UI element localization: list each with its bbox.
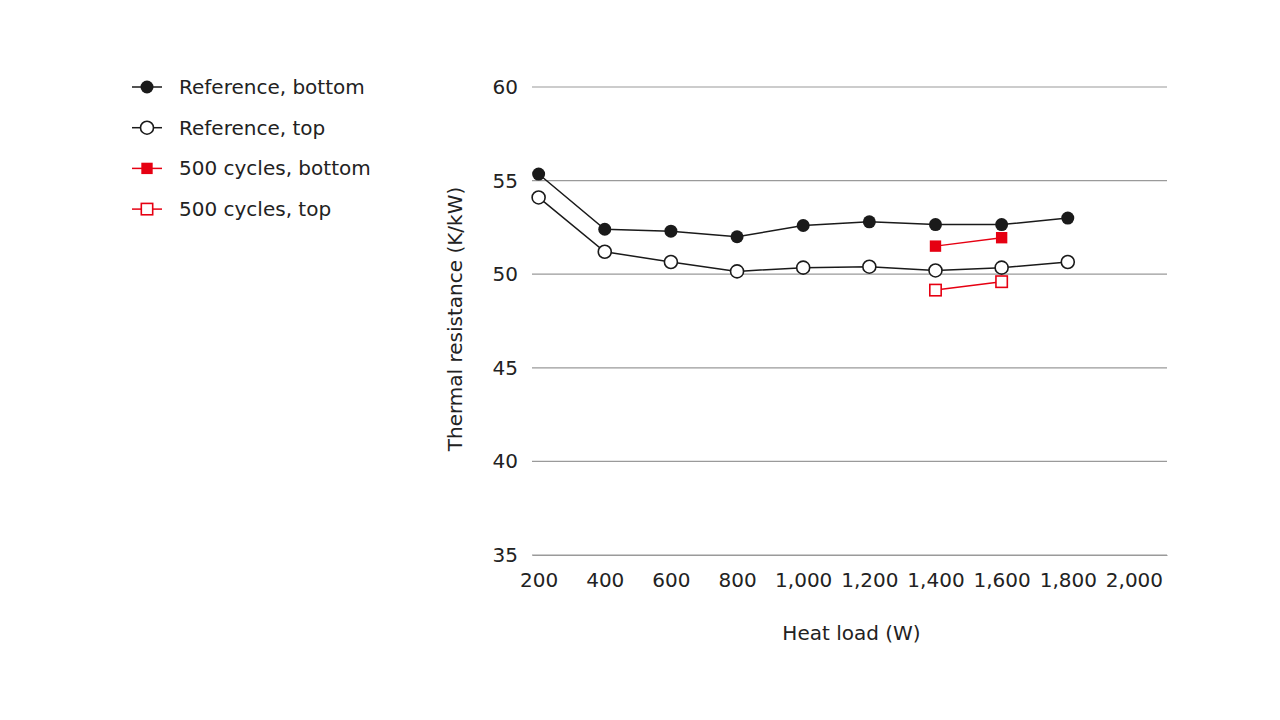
legend-marker: [141, 203, 152, 214]
point: [929, 218, 942, 231]
y-tick: 60: [493, 75, 532, 99]
legend-item: 500 cycles, top: [132, 197, 331, 221]
y-tick: 50: [493, 262, 532, 286]
point: [664, 256, 677, 269]
series: [532, 191, 1074, 278]
grid: [532, 87, 1167, 555]
point: [532, 168, 545, 181]
y-axis-title: Thermal resistance (K/kW): [443, 187, 467, 452]
point: [996, 276, 1007, 287]
point: [930, 284, 941, 295]
grid-line: [532, 554, 1167, 555]
y-tick: 35: [493, 543, 532, 567]
x-tick: 1,200: [841, 555, 898, 592]
grid-line: [532, 274, 1167, 275]
point: [731, 265, 744, 278]
y-tick: 40: [493, 449, 532, 473]
grid-line: [532, 180, 1167, 181]
series-line: [539, 197, 1068, 271]
chart: 35 40 45 50 55 60 200 400 600 800 1,000 1,200 1,400 1…: [0, 0, 1280, 720]
point: [863, 260, 876, 273]
series-line: [539, 174, 1068, 237]
y-tick-label: 50: [493, 262, 518, 286]
series-line: [935, 282, 1001, 290]
point: [1061, 256, 1074, 269]
y-tick: 45: [493, 356, 532, 380]
x-tick: 1,800: [1040, 555, 1097, 592]
x-tick: 1,000: [775, 555, 832, 592]
x-tick: 800: [718, 555, 756, 592]
point: [598, 223, 611, 236]
x-tick: 600: [652, 555, 690, 592]
legend-label: Reference, bottom: [179, 75, 365, 99]
x-tick-label: 1,800: [1040, 568, 1097, 592]
series: [930, 276, 1008, 296]
grid-line: [532, 461, 1167, 462]
x-tick-label: 400: [586, 568, 624, 592]
x-tick: 200: [520, 555, 558, 592]
x-tick-label: 1,600: [974, 568, 1031, 592]
legend: Reference, bottom Reference, top 500 cycle…: [132, 75, 371, 221]
series-line: [935, 238, 1001, 246]
x-tick-label: 2,000: [1106, 568, 1163, 592]
point: [664, 225, 677, 238]
point: [996, 232, 1007, 243]
legend-marker: [141, 163, 152, 174]
x-tick: 2,000: [1106, 555, 1163, 592]
point: [930, 240, 941, 251]
point: [995, 261, 1008, 274]
point: [863, 215, 876, 228]
x-tick-label: 600: [652, 568, 690, 592]
legend-label: Reference, top: [179, 116, 325, 140]
legend-marker: [141, 81, 154, 94]
x-tick: 1,400: [907, 555, 964, 592]
x-tick-label: 1,000: [775, 568, 832, 592]
x-axis: 200 400 600 800 1,000 1,200 1,400 1,600 1,800 2,0…: [520, 555, 1167, 592]
legend-marker: [141, 121, 154, 134]
legend-item: 500 cycles, bottom: [132, 156, 371, 180]
x-tick-label: 1,400: [907, 568, 964, 592]
x-tick-label: 200: [520, 568, 558, 592]
y-tick-label: 55: [493, 169, 518, 193]
y-tick: 55: [493, 169, 532, 193]
grid-line: [532, 367, 1167, 368]
y-tick-label: 45: [493, 356, 518, 380]
point: [995, 218, 1008, 231]
legend-item: Reference, bottom: [132, 75, 365, 99]
x-tick: 400: [586, 555, 624, 592]
point: [532, 191, 545, 204]
x-tick-label: 1,200: [841, 568, 898, 592]
x-tick-label: 800: [718, 568, 756, 592]
point: [929, 264, 942, 277]
x-axis-line: [533, 555, 1168, 556]
y-axis: 35 40 45 50 55 60: [493, 75, 532, 567]
point: [731, 230, 744, 243]
y-tick-label: 60: [493, 75, 518, 99]
series: [532, 168, 1074, 244]
legend-label: 500 cycles, top: [179, 197, 331, 221]
y-tick-label: 35: [493, 543, 518, 567]
x-tick: 1,600: [974, 555, 1031, 592]
series: [930, 232, 1008, 252]
point: [797, 219, 810, 232]
point: [598, 245, 611, 258]
legend-item: Reference, top: [132, 116, 325, 140]
y-tick-label: 40: [493, 449, 518, 473]
legend-label: 500 cycles, bottom: [179, 156, 371, 180]
point: [1061, 212, 1074, 225]
grid-line: [532, 86, 1167, 87]
x-axis-title: Heat load (W): [782, 621, 920, 645]
point: [797, 261, 810, 274]
plot-area: [532, 168, 1074, 296]
